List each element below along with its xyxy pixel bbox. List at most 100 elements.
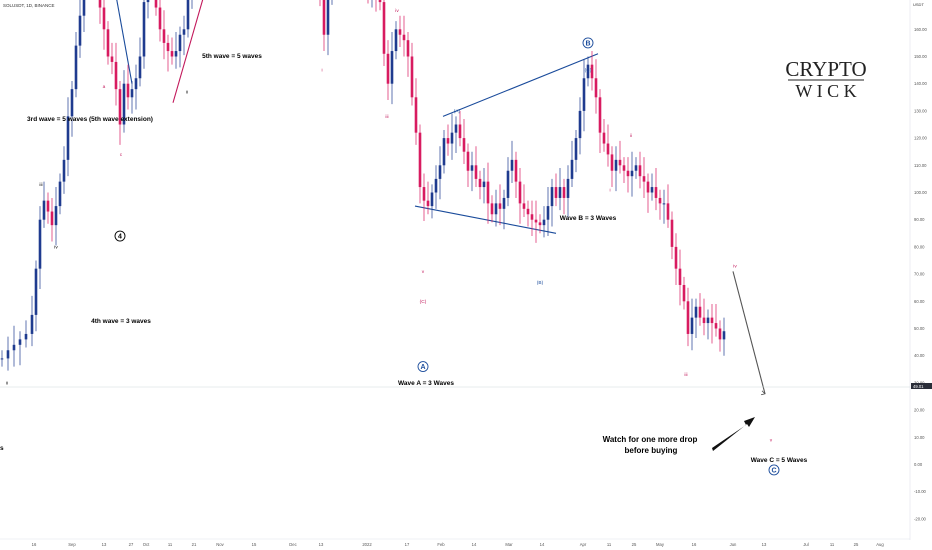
arrowhead-icon xyxy=(760,390,766,396)
sub-wave-label: i xyxy=(609,187,610,193)
wave-label: 4 xyxy=(118,234,122,241)
svg-text:W I C K: W I C K xyxy=(795,81,856,101)
trend-line xyxy=(116,0,133,84)
currency-label: USDT xyxy=(913,2,924,7)
wave-circle-icon xyxy=(417,361,429,373)
candle-body xyxy=(142,2,146,57)
candle-body xyxy=(582,78,586,111)
sub-wave-label: iii xyxy=(385,114,388,120)
candle-body xyxy=(570,159,574,179)
candle-body xyxy=(0,358,4,360)
candle-body xyxy=(166,42,170,52)
sub-wave-label: v xyxy=(422,270,425,275)
candle-body xyxy=(6,350,10,359)
x-axis[interactable]: 16 Sep 13 27 Oct 11 21 Nov 15 Dec 13 2022 17 Feb 14 Mar… xyxy=(0,538,910,547)
x-tick-label: 27 xyxy=(129,542,134,547)
current-price-marker: 49.01 xyxy=(0,383,932,389)
candle-body xyxy=(442,138,446,166)
candle-body xyxy=(402,34,406,41)
candle-body xyxy=(182,29,186,35)
sub-wave-label: v xyxy=(770,439,773,444)
y-tick-label: 130.00 xyxy=(914,108,927,113)
candle-body xyxy=(74,45,78,90)
candle-body xyxy=(614,159,618,171)
candle-body xyxy=(46,200,50,212)
candle-body xyxy=(510,159,514,171)
y-tick-label: 110.00 xyxy=(914,163,927,168)
candle-body xyxy=(470,165,474,171)
y-tick-label: 30.00 xyxy=(914,380,925,385)
annotation-wave-c: Wave C = 5 Waves xyxy=(751,457,808,464)
x-tick-label: 17 xyxy=(405,542,410,547)
x-tick-label: 13 xyxy=(319,542,324,547)
candle-body xyxy=(146,0,150,3)
candle-body xyxy=(694,306,698,318)
x-tick-label: Mar xyxy=(505,542,513,547)
candle-body xyxy=(414,97,418,133)
y-tick-label: 100.00 xyxy=(914,190,927,195)
candle-body xyxy=(714,323,718,329)
x-tick-label: 13 xyxy=(762,542,767,547)
x-tick-label: 16 xyxy=(32,542,37,547)
candle-body xyxy=(62,159,66,182)
candle-body xyxy=(122,83,126,125)
candle-body xyxy=(706,317,710,324)
y-tick-label: 150.00 xyxy=(914,54,927,59)
candle-body xyxy=(690,317,694,334)
cryptowick-logo: CRYPTO W I C K xyxy=(785,57,866,101)
candle-body xyxy=(710,317,714,324)
candle-body xyxy=(126,83,130,98)
sub-wave-label: (C) xyxy=(420,299,427,305)
candle-body xyxy=(602,132,606,144)
candle-body xyxy=(322,0,326,35)
candle-body xyxy=(450,132,454,144)
candle-body xyxy=(378,0,382,3)
trend-line xyxy=(414,205,557,234)
candle-body xyxy=(70,89,74,117)
candle-body xyxy=(58,181,62,207)
candle-body xyxy=(490,203,494,215)
candle-body xyxy=(114,61,118,90)
x-tick-label: 11 xyxy=(830,542,835,547)
candle-body xyxy=(42,200,46,220)
sub-wave-label: iv xyxy=(733,263,737,269)
candle-body xyxy=(566,178,570,198)
candle-body xyxy=(162,29,166,43)
trend-line xyxy=(442,53,599,117)
candle-body xyxy=(326,0,330,35)
annotation-watch-drop: Watch for one more drop xyxy=(603,435,698,444)
x-tick-label: 13 xyxy=(102,542,107,547)
candle-body xyxy=(398,29,402,35)
annotation-5th-wave: 5th wave = 5 waves xyxy=(202,53,262,60)
x-tick-label: Jun xyxy=(730,542,737,547)
x-tick-label: 2022 xyxy=(362,542,372,547)
sub-wave-label: (A) xyxy=(454,108,461,114)
candle-body xyxy=(394,29,398,52)
candle-body xyxy=(426,200,430,207)
symbol-label: SOLUSDT, 1D, BINANCE xyxy=(3,3,55,8)
candle-body xyxy=(658,197,662,204)
candle-body xyxy=(586,64,590,79)
candle-body xyxy=(626,170,630,177)
trend-line xyxy=(172,0,204,103)
candle-body xyxy=(50,211,54,226)
candle-body xyxy=(54,206,58,226)
y-tick-label: 160.00 xyxy=(914,27,927,32)
sub-wave-label: (B) xyxy=(537,280,544,286)
y-axis[interactable]: -20.00 -10.00 0.00 10.00 20.00 30.00 40.00 50.0… xyxy=(909,0,927,540)
candle-body xyxy=(34,268,38,315)
candle-body xyxy=(102,7,106,30)
candle-body xyxy=(578,110,582,139)
candle-body xyxy=(646,181,650,193)
candle-body xyxy=(674,246,678,269)
candle-body xyxy=(382,2,386,54)
candle-body xyxy=(186,0,190,30)
candle-body xyxy=(422,187,426,201)
sub-wave-label: c xyxy=(120,153,123,158)
x-tick-label: 25 xyxy=(632,542,637,547)
candle-body xyxy=(654,187,658,198)
candle-body xyxy=(590,64,594,79)
candle-body xyxy=(38,219,42,269)
candle-body xyxy=(530,214,534,220)
